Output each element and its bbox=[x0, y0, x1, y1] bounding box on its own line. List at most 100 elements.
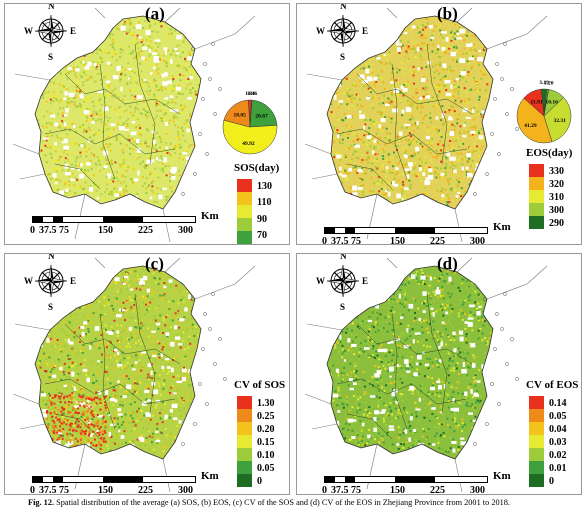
neighbor-boundary bbox=[304, 257, 548, 493]
island bbox=[193, 172, 197, 176]
panel-b-eos-map: N S E W (b) 3.19 1.20 10.16 32.31 41.29 11.91 EO… bbox=[296, 3, 582, 245]
pie-chart: 3.191.20 10.16 32.31 41.29 11.91 bbox=[516, 80, 572, 144]
legend-swatch bbox=[237, 231, 252, 244]
legend-value: 0 bbox=[549, 476, 554, 487]
pie-slice-label: 41.29 bbox=[524, 123, 537, 129]
legend-value: 1.30 bbox=[257, 398, 275, 409]
scale-segment bbox=[103, 477, 143, 482]
island bbox=[193, 422, 197, 426]
legend-value: 0.05 bbox=[549, 411, 567, 422]
legend: CV of SOS 1.30 0.25 0.20 0.15 0.10 0.05 0 bbox=[234, 379, 288, 494]
island bbox=[205, 152, 209, 156]
panel-c-cv-sos-map: N S E W (c) CV of SOS 1.30 0.25 0.20 0.15 0.10 0… bbox=[4, 253, 290, 495]
compass-rose-icon: N S E W bbox=[316, 4, 369, 62]
city-boundary bbox=[426, 43, 448, 165]
scale-tick-label: 0 bbox=[30, 485, 35, 495]
compass-n-label: N bbox=[340, 3, 347, 11]
scale-tick-label: 37.5 bbox=[39, 485, 57, 495]
compass-w-label: W bbox=[316, 276, 325, 286]
compass-e-label: E bbox=[70, 276, 77, 286]
compass-s-label: S bbox=[340, 52, 346, 62]
scale-segment bbox=[43, 217, 53, 222]
island bbox=[181, 442, 185, 446]
city-boundary bbox=[336, 128, 468, 155]
scale-segment bbox=[395, 477, 435, 482]
compass-rose-icon: N S E W bbox=[316, 254, 368, 312]
island bbox=[208, 77, 212, 81]
city-boundary bbox=[64, 323, 181, 365]
compass-e-label: E bbox=[362, 26, 369, 36]
island bbox=[473, 442, 477, 446]
scale-tick-label: 150 bbox=[390, 236, 405, 245]
city-boundary bbox=[346, 163, 393, 190]
scale-tick-label: 225 bbox=[430, 236, 445, 245]
scale-tick-label: 225 bbox=[138, 225, 153, 236]
legend-title: SOS(day) bbox=[234, 162, 280, 174]
island bbox=[473, 192, 477, 196]
island bbox=[201, 97, 205, 101]
scale-unit: Km bbox=[493, 221, 511, 233]
island bbox=[515, 127, 519, 131]
legend-value: 0.15 bbox=[257, 437, 275, 448]
scale-tick-label: 75 bbox=[59, 485, 69, 495]
island bbox=[497, 402, 501, 406]
scale-segment bbox=[335, 477, 345, 482]
scale-tick-label: 225 bbox=[138, 485, 153, 495]
island bbox=[500, 77, 504, 81]
panel-label: (b) bbox=[437, 4, 458, 23]
scale-tick-label: 150 bbox=[98, 225, 113, 236]
scale-segment bbox=[33, 477, 43, 482]
city-boundary bbox=[391, 63, 408, 180]
island bbox=[203, 62, 207, 66]
island bbox=[495, 62, 499, 66]
compass-n-label: N bbox=[48, 253, 55, 261]
island bbox=[483, 297, 487, 301]
scale-tick-label: 150 bbox=[390, 485, 405, 495]
island bbox=[510, 87, 514, 91]
pie-slice-label: 1.20 bbox=[544, 80, 554, 86]
scale-segment bbox=[53, 477, 63, 482]
legend-value: 110 bbox=[257, 197, 272, 209]
scale-tick-label: 75 bbox=[351, 485, 361, 495]
panel-d-cv-eos-map: N S E W (d) CV of EOS 0.14 0.05 0.04 0.03 0.02 0… bbox=[296, 253, 582, 495]
legend-title: CV of SOS bbox=[234, 379, 286, 391]
pie-slice-label: 49.92 bbox=[242, 141, 255, 147]
legend-swatch bbox=[529, 448, 544, 461]
legend-value: 290 bbox=[549, 218, 564, 229]
scale-tick-label: 37.5 bbox=[331, 485, 349, 495]
legend: SOS(day) 130 110 90 70 bbox=[234, 162, 288, 244]
caption-label: Fig. 12. bbox=[28, 498, 55, 507]
scale-segment bbox=[435, 477, 487, 482]
scale-segment bbox=[53, 217, 63, 222]
city-boundary bbox=[99, 313, 116, 430]
compass-n-label: N bbox=[48, 3, 55, 11]
island bbox=[223, 377, 227, 381]
island bbox=[203, 312, 207, 316]
panel-label: (c) bbox=[145, 254, 164, 273]
legend-swatch bbox=[237, 435, 252, 448]
neighbor-boundary bbox=[304, 7, 548, 243]
island bbox=[218, 87, 222, 91]
scale-tick-label: 150 bbox=[98, 485, 113, 495]
panel-label: (a) bbox=[145, 4, 165, 23]
legend-swatch bbox=[529, 203, 544, 216]
legend-swatch bbox=[237, 205, 252, 218]
province-map bbox=[304, 7, 548, 243]
compass-w-label: W bbox=[24, 276, 33, 286]
compass-w-label: W bbox=[24, 26, 33, 36]
pie-slice bbox=[516, 97, 553, 144]
island bbox=[201, 347, 205, 351]
legend-value: 0 bbox=[257, 476, 262, 487]
city-boundary bbox=[44, 128, 176, 155]
scale-segment bbox=[33, 217, 43, 222]
panel-a-sos-map: N S E W (a) 1.84 0.16 20.67 49.92 18.05 SOS(day… bbox=[4, 3, 290, 245]
island bbox=[490, 132, 494, 136]
scale-tick-label: 75 bbox=[59, 225, 69, 236]
scale-tick-label: 300 bbox=[470, 485, 485, 495]
compass-s-label: S bbox=[48, 302, 54, 312]
island bbox=[493, 97, 497, 101]
compass-s-label: S bbox=[48, 52, 54, 62]
island bbox=[198, 132, 202, 136]
pie-slice-label: 20.67 bbox=[255, 114, 268, 120]
legend-swatch bbox=[237, 192, 252, 205]
